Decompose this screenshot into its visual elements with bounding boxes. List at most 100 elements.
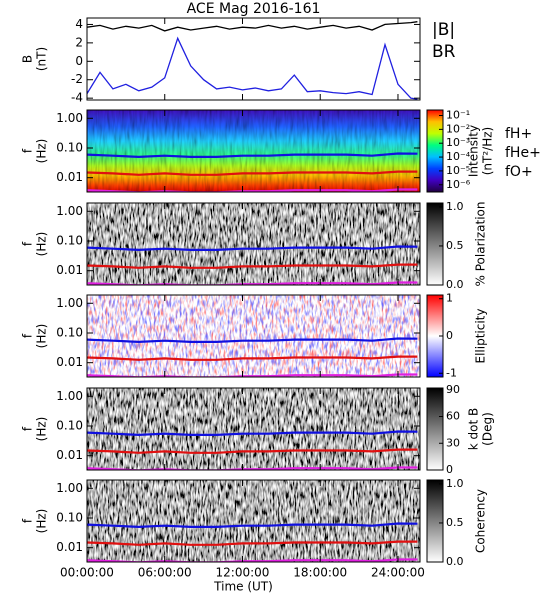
y-axis-label: f [21, 518, 35, 523]
y-tick-label: 0 [75, 54, 83, 68]
x-axis-label: Time (UT) [213, 580, 273, 594]
y-axis-label: (Hz) [35, 324, 49, 349]
y-axis-label: B [21, 55, 35, 63]
y-axis-label: f [21, 426, 35, 431]
series-line [87, 152, 418, 159]
y-tick-label: 1.00 [56, 111, 83, 125]
spectrogram-texture [87, 295, 420, 377]
colorbar-tick-label: 10⁻⁵ [446, 164, 470, 177]
legend-label: fHe+ [505, 145, 541, 161]
series-line [87, 448, 418, 454]
plot-frame [86, 109, 421, 193]
y-tick-label: 0.10 [56, 140, 83, 154]
plot-frame [86, 17, 421, 101]
colorbar-tick-label: 0.0 [446, 555, 464, 568]
series-line [87, 373, 418, 377]
series-line [87, 263, 418, 269]
colorbar-tick-label: 60 [446, 410, 460, 423]
legend-label: BR [432, 42, 456, 62]
y-tick-label: 2 [75, 35, 83, 49]
colorbar-tick-label: 1 [446, 292, 453, 305]
y-tick-label: 0.01 [56, 540, 83, 554]
colorbar-label: Coherency [474, 489, 488, 553]
colorbar [426, 387, 444, 471]
panel [87, 295, 420, 377]
series-line [87, 540, 418, 546]
colorbar [426, 479, 444, 563]
y-tick-label: 0.10 [56, 233, 83, 247]
series-line [87, 466, 418, 470]
series-line [87, 170, 418, 176]
colorbar-tick-label: 10⁻¹ [446, 109, 470, 122]
spectrogram-texture [87, 110, 420, 192]
colorbar-tick-label: 0 [446, 463, 453, 476]
colorbar-tick-label: 0 [446, 329, 453, 342]
series-line [87, 245, 418, 252]
y-tick-label: 0.10 [56, 418, 83, 432]
y-tick-label: 4 [75, 17, 83, 31]
series-line [87, 188, 418, 192]
x-tick-label: 18:00:00 [293, 566, 347, 580]
spectrogram-texture [87, 388, 420, 470]
y-tick-label: 1.00 [56, 296, 83, 310]
colorbar-tick-label: 1.0 [446, 200, 464, 213]
panel [87, 388, 420, 470]
series-line [87, 558, 418, 562]
plot-frame [86, 479, 421, 563]
y-tick-label: 1.00 [56, 481, 83, 495]
series-line [87, 522, 418, 529]
chart-title: ACE Mag 2016-161 [187, 1, 321, 17]
y-tick-label: -2 [71, 72, 83, 86]
colorbar-tick-label: 30 [446, 436, 460, 449]
y-tick-label: 0.10 [56, 325, 83, 339]
x-tick-label: 24:00:00 [371, 566, 425, 580]
series-line [87, 430, 418, 437]
colorbar-tick-label: 10⁻⁴ [446, 150, 471, 163]
colorbar [426, 109, 444, 193]
colorbar-tick-label: 10⁻³ [446, 136, 470, 149]
colorbar-label: (Deg) [481, 412, 495, 446]
legend-label: |B| [432, 20, 455, 40]
y-axis-label: (Hz) [35, 509, 49, 534]
y-axis-label: f [21, 241, 35, 246]
colorbar-label: (nT²/Hz) [481, 127, 495, 175]
colorbar-label: % Polarization [474, 202, 488, 287]
colorbar-tick-label: -1 [446, 366, 457, 379]
legend-label: fO+ [505, 164, 533, 180]
panel [87, 110, 420, 192]
plot-frame [86, 387, 421, 471]
y-tick-label: 0.01 [56, 170, 83, 184]
colorbar-tick-label: 1.0 [446, 477, 464, 490]
series-line [87, 21, 418, 32]
y-tick-label: 0.10 [56, 510, 83, 524]
y-axis-label: (Hz) [35, 232, 49, 257]
y-axis-label: (Hz) [35, 417, 49, 442]
series-line [87, 337, 418, 344]
y-tick-label: 0.01 [56, 263, 83, 277]
panel [87, 21, 418, 100]
x-tick-label: 06:00:00 [138, 566, 192, 580]
y-tick-label: 0.01 [56, 355, 83, 369]
y-axis-label: (nT) [35, 47, 49, 71]
x-tick-label: 00:00:00 [60, 566, 114, 580]
y-axis-label: f [21, 333, 35, 338]
spectrogram-texture [87, 203, 420, 285]
colorbar-tick-label: 0.0 [446, 278, 464, 291]
y-tick-label: 1.00 [56, 389, 83, 403]
y-axis-label: (Hz) [35, 139, 49, 164]
colorbar-tick-label: 10⁻² [446, 122, 470, 135]
y-tick-label: 0.01 [56, 448, 83, 462]
series-line [87, 355, 418, 361]
y-axis-label: f [21, 148, 35, 153]
panel [87, 203, 420, 285]
colorbar-tick-label: 90 [446, 383, 460, 396]
spectrogram-texture [87, 480, 420, 562]
colorbar-tick-label: 0.5 [446, 239, 464, 252]
legend-label: fH+ [505, 126, 532, 142]
colorbar-label: k dot B [467, 408, 481, 450]
panel [87, 480, 420, 562]
colorbar [426, 202, 444, 286]
colorbar-tick-label: 10⁻⁶ [446, 178, 471, 191]
